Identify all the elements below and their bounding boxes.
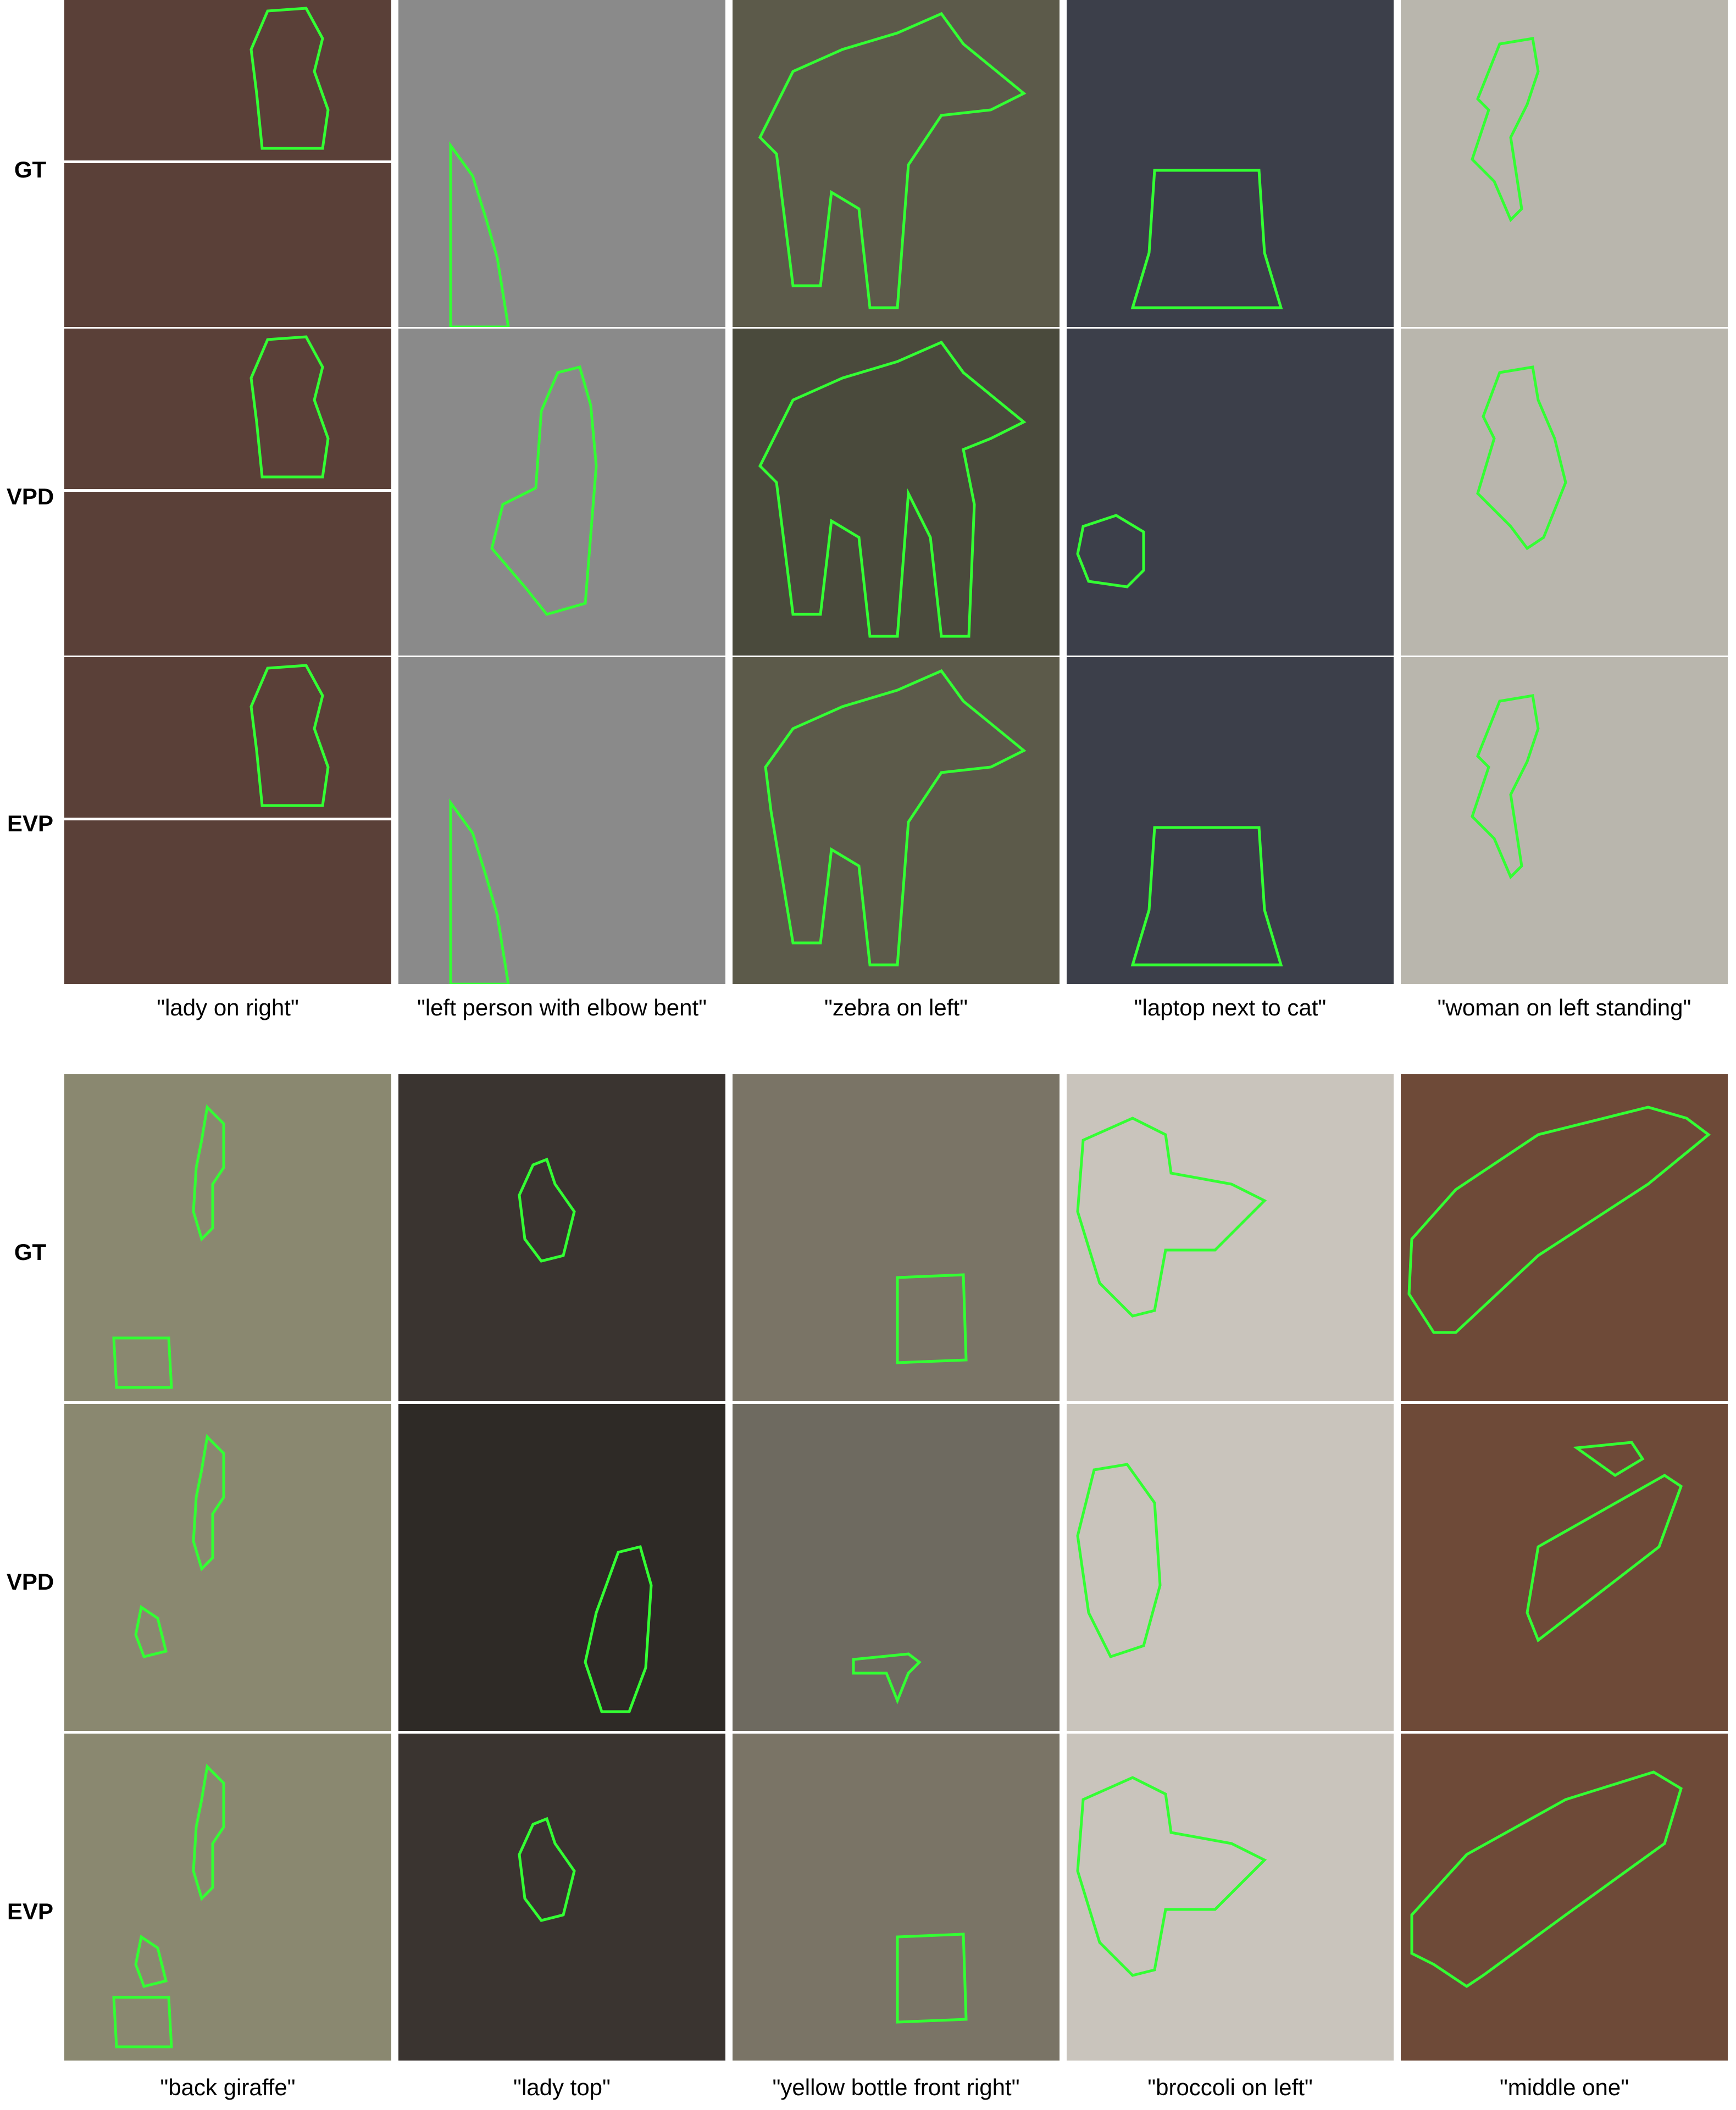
segmentation-mask	[852, 1652, 922, 1704]
segmentation-mask	[1471, 37, 1540, 223]
image-cell	[64, 329, 391, 656]
image-cell	[398, 1404, 725, 1731]
segmentation-mask	[1476, 365, 1567, 551]
segmentation-mask	[518, 1157, 576, 1263]
row-label-evp: EVP	[7, 1898, 54, 1924]
image-cell	[64, 1734, 391, 2061]
caption: "broccoli on left"	[1147, 2074, 1313, 2100]
row-label-evp: EVP	[7, 810, 54, 836]
segmentation-mask	[112, 1763, 225, 2048]
segmentation-mask	[896, 1273, 968, 1364]
segmentation-mask	[1076, 1776, 1267, 1977]
segmentation-mask	[1526, 1441, 1683, 1643]
segmentation-mask	[249, 664, 330, 807]
caption: "laptop next to cat"	[1134, 995, 1327, 1020]
image-cell	[64, 657, 391, 984]
image-cell	[1067, 0, 1394, 327]
image-cell	[1067, 1734, 1394, 2061]
caption: "lady top"	[513, 2074, 611, 2100]
segmentation-mask	[1407, 1106, 1711, 1334]
segmentation-mask	[1076, 1463, 1162, 1659]
segmentation-mask	[1076, 514, 1145, 588]
segmentation-mask	[449, 141, 510, 327]
image-cell	[1401, 329, 1728, 656]
row-label-vpd: VPD	[6, 484, 54, 509]
segmentation-mask	[490, 365, 598, 616]
image-cell	[733, 329, 1060, 656]
segmentation-mask	[249, 335, 330, 479]
image-cell	[64, 1074, 391, 1401]
segmentation-mask	[896, 1933, 968, 2024]
segmentation-mask	[758, 340, 1027, 638]
image-cell	[398, 0, 725, 327]
caption: "lady on right"	[157, 995, 299, 1020]
image-cell	[398, 329, 725, 656]
image-cell	[1401, 0, 1728, 327]
image-cell	[1401, 1404, 1728, 1731]
caption: "middle one"	[1499, 2074, 1629, 2100]
image-cell	[733, 1074, 1060, 1401]
segmentation-mask	[1130, 826, 1283, 967]
segmentation-mask	[249, 7, 330, 150]
image-cell	[733, 1734, 1060, 2061]
segmentation-mask	[1410, 1770, 1683, 1989]
segmentation-mask	[449, 798, 510, 984]
caption: "back giraffe"	[160, 2074, 296, 2100]
image-cell	[733, 0, 1060, 327]
image-cell	[64, 0, 391, 327]
row-label-gt: GT	[14, 157, 47, 182]
caption: "left person with elbow bent"	[417, 995, 707, 1020]
image-cell	[398, 1734, 725, 2061]
segmentation-mask	[1471, 694, 1540, 880]
image-cell	[1067, 657, 1394, 984]
caption: "yellow bottle front right"	[772, 2074, 1020, 2100]
segmentation-mask	[112, 1104, 225, 1389]
segmentation-mask	[1130, 169, 1283, 309]
caption: "zebra on left"	[824, 995, 968, 1020]
image-cell	[733, 1404, 1060, 1731]
image-cell	[1067, 1074, 1394, 1401]
segmentation-mask	[134, 1434, 225, 1658]
image-cell	[398, 1074, 725, 1401]
image-cell	[398, 657, 725, 984]
image-cell	[1067, 329, 1394, 656]
segmentation-mask	[518, 1817, 576, 1922]
segmentation-mask	[764, 669, 1027, 967]
row-label-vpd: VPD	[6, 1569, 54, 1595]
row-label-gt: GT	[14, 1239, 47, 1265]
image-cell	[733, 657, 1060, 984]
image-cell	[1067, 1404, 1394, 1731]
segmentation-mask	[758, 12, 1027, 309]
caption: "woman on left standing"	[1437, 995, 1691, 1020]
segmentation-mask	[1076, 1117, 1267, 1318]
image-cell	[1401, 657, 1728, 984]
image-cell	[1401, 1734, 1728, 2061]
segmentation-mask	[584, 1545, 653, 1713]
image-cell	[1401, 1074, 1728, 1401]
image-cell	[64, 1404, 391, 1731]
